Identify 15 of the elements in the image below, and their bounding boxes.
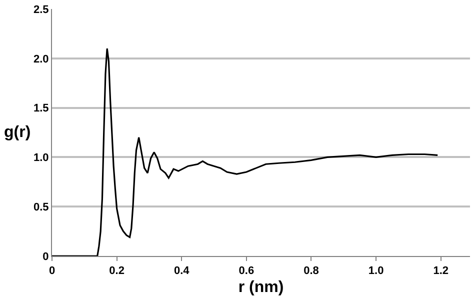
y-tick-label: 2.5	[34, 4, 49, 16]
y-axis-title: g(r)	[4, 124, 31, 141]
x-tick-label: 0.4	[174, 265, 190, 278]
x-tick-label: 0.6	[238, 265, 254, 278]
x-tick-label: 1.0	[368, 265, 384, 278]
y-tick-label: 0.5	[34, 201, 49, 214]
x-tick-label: 0.8	[304, 265, 319, 278]
x-tick-label: 0.2	[109, 265, 124, 278]
y-tick-label: 1.5	[34, 102, 49, 115]
y-tick-label: 2.0	[34, 53, 49, 66]
x-axis-title: r (nm)	[238, 278, 284, 296]
x-tick-label: 1.2	[433, 265, 448, 278]
y-tick-label: 1.0	[34, 152, 49, 164]
line-series	[52, 48, 438, 256]
y-tick-label: 0	[42, 250, 49, 263]
